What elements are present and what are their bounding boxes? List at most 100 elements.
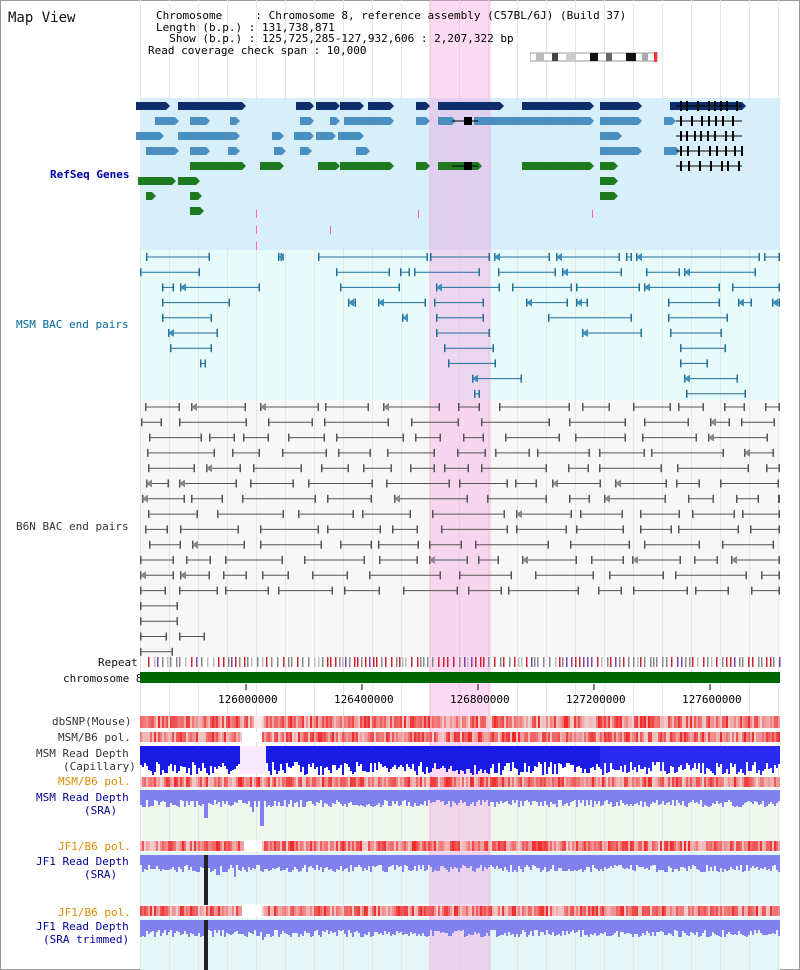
depth-bar bbox=[698, 746, 700, 763]
heat-cell bbox=[314, 777, 316, 787]
heat-cell bbox=[464, 732, 466, 742]
heat-cell bbox=[750, 716, 752, 728]
chromosome-ideogram[interactable] bbox=[530, 52, 658, 62]
heat-cell bbox=[572, 716, 574, 728]
depth-bar bbox=[566, 746, 568, 763]
heat-cell bbox=[220, 777, 222, 787]
heat-cell bbox=[152, 841, 154, 851]
heat-cell bbox=[408, 841, 410, 851]
depth-bar bbox=[396, 855, 398, 865]
b6n-bac-arrow bbox=[146, 479, 152, 488]
heat-cell bbox=[436, 841, 438, 851]
heat-cell bbox=[432, 732, 434, 742]
heat-cell bbox=[500, 906, 502, 916]
b6n-bac-end bbox=[679, 556, 681, 564]
msm-b6-pol-label-2[interactable]: MSM/B6 pol. bbox=[58, 775, 131, 788]
heat-cell bbox=[174, 716, 176, 728]
heat-cell bbox=[280, 732, 282, 742]
depth-bar bbox=[574, 790, 576, 800]
heat-cell bbox=[584, 906, 586, 916]
heat-cell bbox=[478, 716, 480, 728]
b6n-bac-end bbox=[140, 556, 142, 564]
depth-bar bbox=[518, 790, 520, 807]
heat-cell bbox=[574, 777, 576, 787]
heat-cell bbox=[300, 732, 302, 742]
heat-cell bbox=[354, 732, 356, 742]
heat-cell bbox=[660, 906, 662, 916]
heat-cell bbox=[752, 906, 754, 916]
heat-cell bbox=[588, 732, 590, 742]
heat-cell bbox=[204, 906, 206, 916]
b6n-bac-label[interactable]: B6N BAC end pairs bbox=[16, 520, 129, 533]
gene-arrow bbox=[206, 117, 210, 125]
refseq-label[interactable]: RefSeq Genes bbox=[50, 168, 130, 181]
depth-bar bbox=[442, 855, 444, 866]
heat-cell bbox=[654, 716, 656, 728]
msm-bac-arrow bbox=[526, 298, 532, 307]
jf1-b6-pol-label-1[interactable]: JF1/B6 pol. bbox=[58, 840, 131, 853]
repeat-mark bbox=[555, 657, 557, 667]
heat-cell bbox=[338, 906, 340, 916]
heat-cell bbox=[308, 841, 310, 851]
msm-read-depth-cap-label[interactable]: MSM Read Depth bbox=[36, 747, 129, 760]
heat-cell bbox=[470, 906, 472, 916]
heat-cell bbox=[248, 777, 250, 787]
depth-bar bbox=[700, 920, 702, 936]
depth-bar bbox=[754, 746, 756, 762]
depth-bar bbox=[590, 855, 592, 872]
b6n-bac-end bbox=[172, 556, 174, 564]
jf1-b6-pol-label-2[interactable]: JF1/B6 pol. bbox=[58, 906, 131, 919]
heat-cell bbox=[302, 716, 304, 728]
heat-cell bbox=[162, 906, 164, 916]
repeat-mark bbox=[559, 657, 561, 667]
repeat-mark bbox=[322, 657, 324, 667]
heat-cell bbox=[154, 732, 156, 742]
jf1-read-depth-sra-label[interactable]: JF1 Read Depth bbox=[36, 855, 129, 868]
depth-bar bbox=[684, 920, 686, 933]
heat-cell bbox=[448, 906, 450, 916]
depth-bar bbox=[540, 746, 542, 764]
heat-cell bbox=[630, 732, 632, 742]
heat-cell bbox=[564, 841, 566, 851]
b6n-bac-end bbox=[410, 464, 412, 473]
heat-cell bbox=[196, 841, 198, 851]
depth-bar bbox=[276, 920, 278, 930]
heat-cell bbox=[746, 716, 748, 728]
gene-exon bbox=[438, 102, 478, 110]
b6n-bac-end bbox=[622, 525, 624, 534]
heat-cell bbox=[604, 716, 606, 728]
jf1-read-depth-trimmed-label[interactable]: JF1 Read Depth bbox=[36, 920, 129, 933]
depth-bar bbox=[520, 790, 522, 801]
depth-bar bbox=[314, 746, 316, 769]
depth-bar bbox=[364, 790, 366, 807]
depth-bar bbox=[612, 746, 614, 769]
depth-bar bbox=[360, 790, 362, 805]
heat-cell bbox=[668, 777, 670, 787]
depth-bar bbox=[564, 920, 566, 935]
depth-bar bbox=[626, 746, 628, 773]
heat-cell bbox=[484, 716, 486, 728]
heat-cell bbox=[214, 906, 216, 916]
depth-bar bbox=[544, 790, 546, 801]
msm-bac-end bbox=[388, 268, 390, 277]
heat-cell bbox=[762, 906, 764, 916]
heat-cell bbox=[634, 906, 636, 916]
msm-b6-pol-label-1[interactable]: MSM/B6 pol. bbox=[58, 731, 131, 744]
heat-cell bbox=[488, 906, 490, 916]
dbsnp-label[interactable]: dbSNP(Mouse) bbox=[52, 715, 132, 728]
b6n-bac-end bbox=[778, 571, 780, 580]
msm-bac-label[interactable]: MSM BAC end pairs bbox=[16, 318, 129, 331]
heat-cell bbox=[648, 732, 650, 742]
heat-cell bbox=[430, 716, 432, 728]
heat-cell bbox=[580, 732, 582, 742]
heat-cell bbox=[568, 777, 570, 787]
heat-cell bbox=[312, 732, 314, 742]
msm-read-depth-sra-label[interactable]: MSM Read Depth bbox=[36, 791, 129, 804]
depth-bar bbox=[710, 855, 712, 867]
b6n-bac-end bbox=[678, 510, 680, 519]
depth-bar bbox=[274, 855, 276, 869]
heat-cell bbox=[744, 716, 746, 728]
heat-cell bbox=[724, 732, 726, 742]
heat-cell bbox=[566, 841, 568, 851]
